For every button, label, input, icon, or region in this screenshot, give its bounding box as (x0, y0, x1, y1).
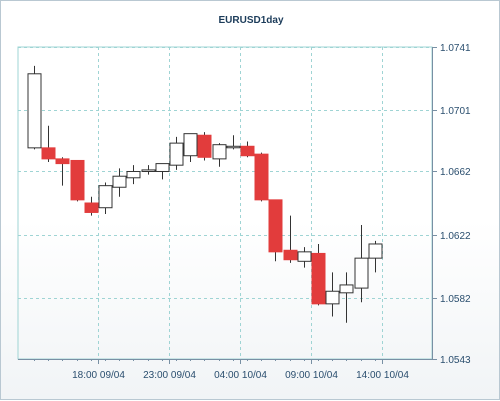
candle-body (183, 133, 198, 157)
up-candle (183, 133, 198, 163)
up-candle (141, 165, 156, 175)
up-candle (226, 135, 241, 150)
candle-body (126, 170, 141, 179)
down-candle (70, 159, 85, 202)
up-candle (98, 182, 113, 215)
candle-body (155, 163, 170, 172)
y-tick-label: 1.0662 (440, 167, 471, 178)
candle-body (212, 144, 227, 160)
candle-body (197, 134, 212, 158)
candle-body (354, 257, 369, 289)
x-tick-label: 04:00 10/04 (214, 370, 267, 381)
x-tick-label: 18:00 09/04 (72, 370, 125, 381)
candle-body (112, 175, 127, 188)
candle-body (169, 142, 184, 166)
down-candle (41, 125, 56, 163)
y-tick-label: 1.0701 (440, 106, 471, 117)
y-tick-label: 1.0543 (440, 355, 471, 366)
grid-lines (17, 46, 433, 360)
y-tick-label: 1.0741 (440, 43, 471, 54)
candle-body (27, 73, 42, 149)
candle-body (41, 147, 56, 160)
up-candle (354, 225, 369, 303)
plot-border (17, 46, 433, 360)
candle-body (55, 158, 70, 165)
up-candle (325, 272, 340, 317)
up-candle (368, 240, 383, 273)
x-tick-label: 09:00 10/04 (285, 370, 338, 381)
up-candle (297, 247, 312, 268)
candle-body (226, 145, 241, 149)
up-candle (212, 143, 227, 167)
candle-body (311, 252, 326, 305)
down-candle (254, 152, 269, 202)
up-candle (112, 168, 127, 197)
axes (18, 47, 437, 364)
down-candle (197, 132, 212, 161)
up-candle (27, 65, 42, 150)
x-tick-label: 23:00 09/04 (143, 370, 196, 381)
y-tick-label: 1.0622 (440, 231, 471, 242)
down-candle (55, 157, 70, 186)
candle-body (98, 185, 113, 209)
down-candle (283, 215, 298, 263)
candle-body (70, 159, 85, 201)
candle-body (254, 153, 269, 201)
up-candle (126, 165, 141, 185)
tick-labels: 1.0741 1.0701 1.0662 1.0622 1.0582 1.0543 18:0… (72, 43, 471, 381)
down-candle (311, 243, 326, 306)
up-candle (339, 272, 354, 323)
candle-body (339, 284, 354, 294)
candle-body (84, 202, 99, 213)
chart-title: EURUSD1day (218, 15, 283, 26)
down-candle (240, 141, 255, 158)
up-candle (169, 136, 184, 170)
candle-body (268, 199, 283, 253)
candle-body (283, 249, 298, 261)
up-candle (155, 163, 170, 180)
down-candle (268, 199, 283, 262)
candle-body (240, 145, 255, 157)
candle-body (141, 169, 156, 172)
y-tick-label: 1.0582 (440, 294, 471, 305)
x-tick-label: 14:00 10/04 (356, 370, 409, 381)
candle-body (325, 290, 340, 305)
candle-body (297, 251, 312, 262)
candles (27, 65, 383, 323)
down-candle (84, 196, 99, 216)
candle-body (368, 243, 383, 259)
